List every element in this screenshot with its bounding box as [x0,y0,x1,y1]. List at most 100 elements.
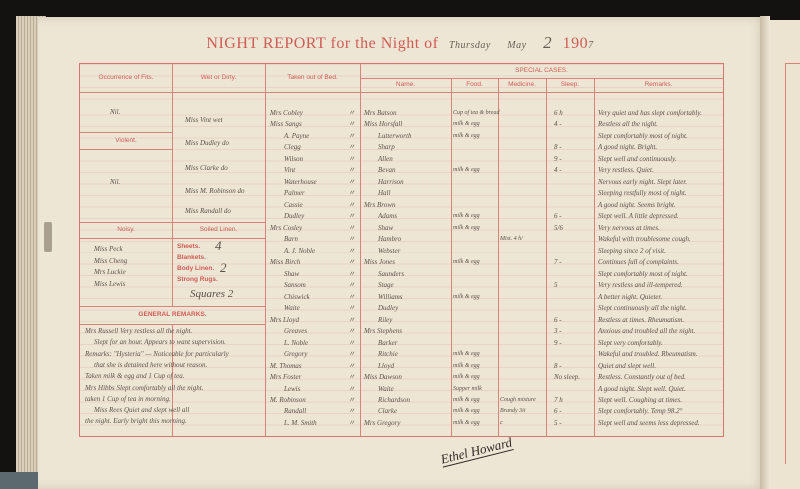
special-case-name: Stage [378,281,394,290]
special-case-food: milk & egg [453,351,480,358]
special-case-name: Lutterworth [378,131,412,140]
taken-out-of-bed-entry: Palmer [284,189,305,198]
header-fits: Occurrence of Fits. [98,74,154,81]
special-case-remarks: A good night. Seems bright. [598,200,676,209]
special-case-remarks: Restless at times. Rheumatism. [598,315,685,324]
special-case-remarks: Slept continuously all the night. [598,304,687,313]
fits-value: Nil. [110,108,121,116]
special-case-sleep: 6 - [554,315,562,324]
special-case-remarks: Slept well and continuously. [598,154,677,163]
general-remark-line: that she is detained here without reason… [94,360,208,369]
row-rule [80,306,265,307]
special-case-remarks: Very restless. Quiet. [598,166,654,175]
title-prefix: NIGHT REPORT [206,35,326,52]
title-year-hand: 7 [588,40,594,51]
special-case-food: milk & egg [453,293,480,300]
special-case-name: Waite [378,384,394,393]
ditto-mark: 〃 [348,166,355,175]
column-rule [451,78,452,436]
ditto-mark: 〃 [348,350,355,359]
general-remark-line: Taken milk & egg and 1 Cup of tea. [85,372,185,381]
ditto-mark: 〃 [348,281,355,290]
header-noisy: Noisy. [117,226,135,233]
taken-out-of-bed-entry: Waite [284,304,300,313]
row-rule [80,324,265,325]
special-case-food: milk & egg [453,374,480,381]
general-remark-line: Slept for an hour. Appears to want super… [94,338,226,347]
wet-or-dirty-entry: Miss Clarke do [185,164,228,172]
special-case-food: milk & egg [453,419,480,426]
taken-out-of-bed-entry: Vint [284,166,296,175]
ditto-mark: 〃 [348,177,355,186]
taken-out-of-bed-entry: M. Thomas [270,361,302,370]
taken-out-of-bed-entry: Waterhouse [284,177,317,186]
sheets-label: Sheets. [177,243,201,250]
ditto-mark: 〃 [348,327,355,336]
special-case-sleep: No sleep. [554,373,581,382]
taken-out-of-bed-entry: Dudley [284,212,305,221]
taken-out-of-bed-entry: Randall [284,407,307,416]
ditto-mark: 〃 [348,143,355,152]
ditto-mark: 〃 [348,292,355,301]
ditto-mark: 〃 [348,223,355,232]
special-case-name: Mrs Stephens [364,327,402,336]
general-remark-line: the night. Early bright this morning. [85,417,187,426]
general-remark-line: Mrs Hibbs Slept comfortably all the nigh… [85,383,204,392]
special-case-remarks: Very nervous at times. [598,223,660,232]
wet-or-dirty-entry: Miss Randall do [185,207,231,215]
ditto-mark: 〃 [348,131,355,140]
taken-out-of-bed-entry: Mrs Foster [270,373,302,382]
special-case-name: Richardson [378,396,411,404]
special-case-name: Shaw [378,223,394,232]
general-remark-line: Remarks: "Hysteria" — Noticeable for par… [85,349,229,358]
special-case-remarks: A better night. Quieter. [598,292,663,301]
taken-out-of-bed-entry: Barn [284,235,298,244]
sheets-value: 4 [215,238,222,253]
ditto-mark: 〃 [348,189,355,198]
taken-out-of-bed-entry: Sansom [284,281,306,290]
special-case-remarks: Slept comfortably most of night. [598,131,688,140]
row-rule [80,238,265,239]
taken-out-of-bed-entry: A. Payne [284,131,310,140]
special-case-sleep: 5 - [554,418,562,427]
special-case-name: Harrison [378,177,404,186]
taken-out-of-bed-entry: L. M. Smith [284,418,317,427]
wet-or-dirty-entry: Miss Vint wet [185,116,223,124]
special-case-sleep: 6 - [554,407,562,416]
body-linen-label: Body Linen. [177,265,215,272]
special-case-remarks: Anxious and troubled all the night. [598,327,696,336]
column-rule [265,64,266,436]
special-case-remarks: Slept well. A little depressed. [598,212,679,221]
special-case-name: Dudley [378,304,399,313]
special-case-food: Supper milk [453,385,482,392]
special-case-food: milk & egg [453,362,480,369]
special-case-name: Sharp [378,143,395,152]
header-violent: Violent. [115,137,137,144]
special-case-food: Cup of tea & bread [453,110,500,116]
wet-or-dirty-entry: Miss M. Robinson do [185,187,245,195]
body-linen-value: 2 [220,260,227,275]
ditto-mark: 〃 [348,120,355,129]
taken-out-of-bed-entry: Mrs Cobley [270,109,303,117]
header-special-cases: SPECIAL CASES. [515,67,568,74]
special-case-remarks: A good night. Slept well. Quiet. [598,384,686,393]
special-case-medicine: Cough mixture [500,397,536,403]
taken-out-of-bed-entry: Clegg [284,143,301,152]
title-month: May [507,40,527,51]
ditto-mark: 〃 [348,373,355,382]
special-case-remarks: Wakeful with troublesome cough. [598,235,691,244]
ditto-mark: 〃 [348,235,355,244]
special-case-name: Hall [378,189,391,198]
ditto-mark: 〃 [348,154,355,163]
special-case-remarks: Slept comfortably. Temp 98.2° [598,407,683,416]
ditto-mark: 〃 [348,258,355,267]
title-day: Thursday [448,40,491,51]
special-case-name: Mrs Gregory [364,418,401,427]
special-case-name: Miss Jones [364,258,395,267]
title-year: 190 [562,35,589,52]
header-sleep: Sleep. [560,81,580,88]
taken-out-of-bed-entry: Shaw [284,269,300,278]
special-case-name: Bevan [378,166,396,175]
special-case-remarks: Slept very comfortably. [598,338,663,347]
ditto-mark: 〃 [348,304,355,313]
